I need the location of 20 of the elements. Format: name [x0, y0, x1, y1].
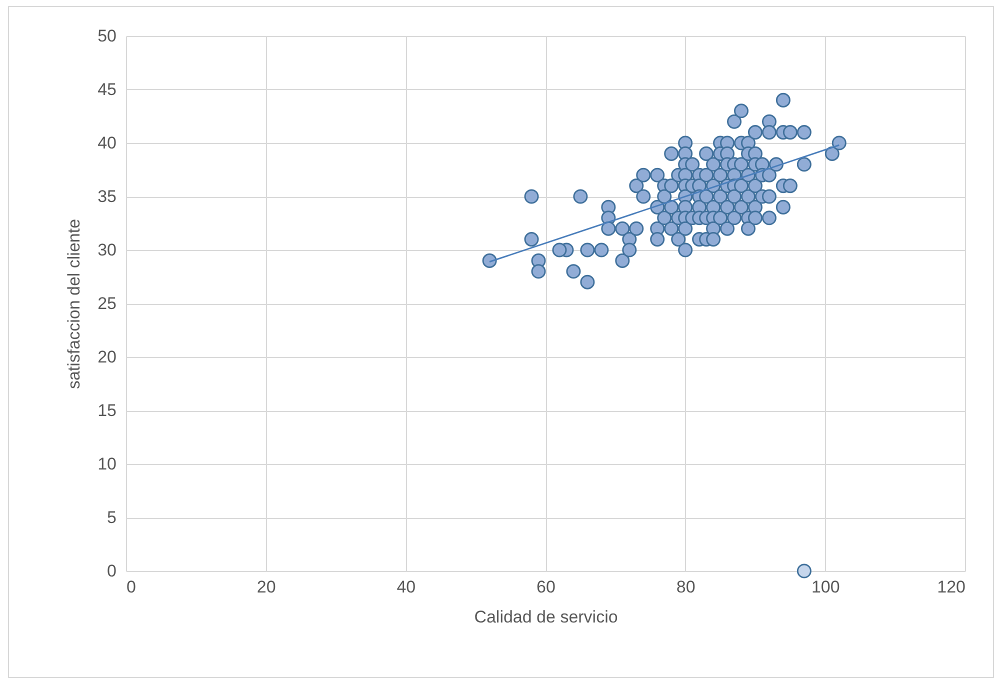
- x-tick-label: 120: [937, 578, 966, 596]
- y-axis-title: satisfaccion del cliente: [64, 218, 84, 390]
- x-tick-label: 20: [256, 578, 276, 596]
- y-tick-label: 20: [98, 348, 116, 366]
- y-tick-label: 50: [98, 26, 116, 46]
- x-tick-label: 40: [396, 578, 416, 596]
- y-tick-label: 5: [107, 508, 116, 527]
- y-tick-label: 10: [98, 454, 116, 474]
- x-tick-label: 60: [536, 578, 556, 596]
- x-tick-label: 80: [676, 578, 696, 596]
- y-tick-label: 40: [98, 134, 116, 152]
- y-tick-label: 30: [98, 240, 116, 260]
- y-tick-label: 15: [98, 401, 116, 420]
- x-axis-title: Calidad de servicio: [474, 608, 618, 626]
- y-tick-label: 0: [107, 562, 116, 580]
- x-tick-label: 100: [811, 578, 840, 596]
- x-tick-label: 0: [126, 578, 136, 596]
- y-tick-label: 25: [98, 294, 116, 313]
- y-tick-label: 35: [98, 187, 116, 206]
- y-tick-label: 45: [98, 80, 116, 99]
